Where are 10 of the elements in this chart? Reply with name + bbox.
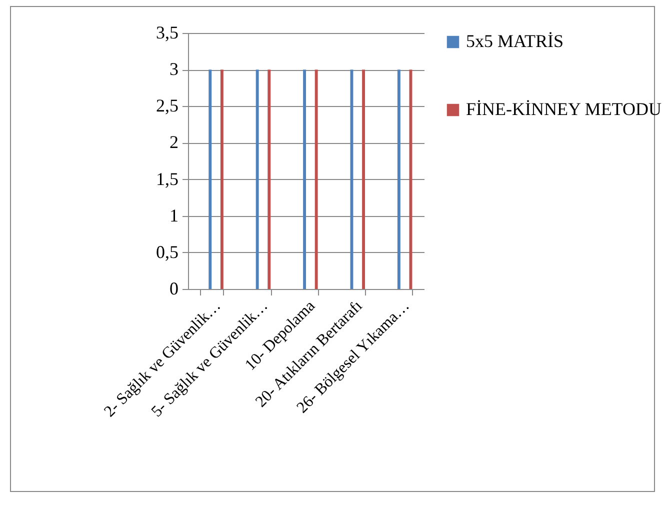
- y-tick-label: 2: [170, 132, 178, 152]
- legend-label: FİNE-KİNNEY METODU: [466, 99, 662, 119]
- y-tick-label: 1,5: [156, 168, 178, 189]
- legend-label: 5x5 MATRİS: [466, 31, 564, 51]
- y-tick-label: 1: [170, 205, 178, 226]
- y-tick-label: 2,5: [156, 96, 178, 116]
- y-tick-label: 0: [170, 278, 178, 298]
- y-tick-label: 3: [170, 59, 178, 80]
- y-tick-label: 3,5: [156, 22, 178, 42]
- y-tick-label: 0,5: [156, 242, 178, 262]
